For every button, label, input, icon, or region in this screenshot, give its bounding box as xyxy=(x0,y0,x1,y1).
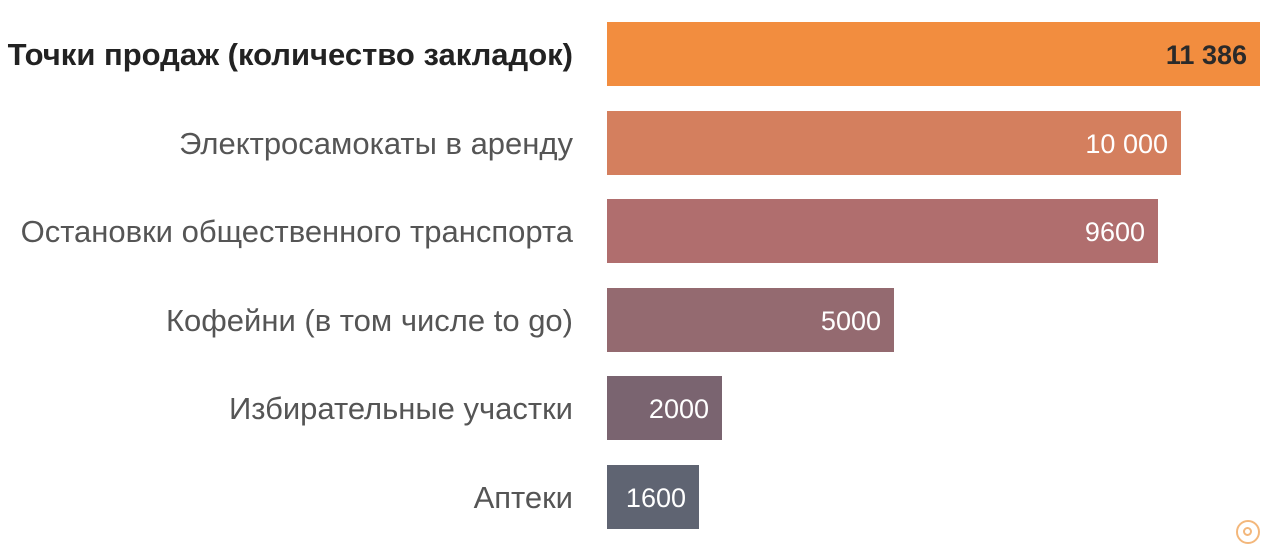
category-label-0: Точки продаж (количество закладок) xyxy=(8,37,573,72)
value-label-3: 5000 xyxy=(821,306,881,336)
bar-2 xyxy=(607,199,1158,263)
value-label-2: 9600 xyxy=(1085,217,1145,247)
value-label-5: 1600 xyxy=(626,483,686,513)
category-label-3: Кофейни (в том числе to go) xyxy=(166,303,573,338)
bar-3 xyxy=(607,288,894,352)
value-label-1: 10 000 xyxy=(1085,129,1168,159)
bar-0 xyxy=(607,22,1260,86)
category-label-2: Остановки общественного транспорта xyxy=(21,214,574,249)
watermark-logo xyxy=(1236,520,1266,544)
value-label-0: 11 386 xyxy=(1166,40,1247,70)
category-label-1: Электросамокаты в аренду xyxy=(179,126,573,161)
category-label-5: Аптеки xyxy=(474,480,573,515)
bar-5 xyxy=(607,465,699,529)
brand-logo-icon xyxy=(1236,520,1260,544)
bar-4 xyxy=(607,376,722,440)
value-label-4: 2000 xyxy=(649,394,709,424)
bar-1 xyxy=(607,111,1181,175)
category-label-4: Избирательные участки xyxy=(229,391,573,426)
